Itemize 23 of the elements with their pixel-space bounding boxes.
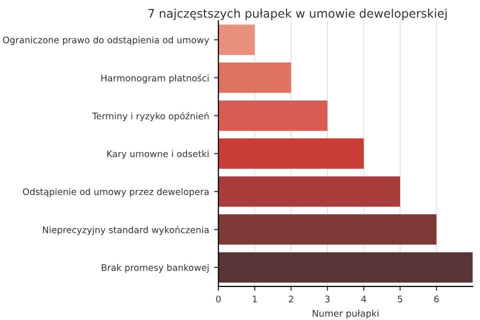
y-tick-label: Brak promesy bankowej [102, 264, 209, 273]
x-tick-label: 0 [216, 296, 221, 302]
x-tick-label: 2 [288, 296, 294, 302]
y-tick-label: Kary umowne i odsetki [107, 150, 209, 159]
x-axis-title: Numer pułapki [312, 310, 378, 319]
y-tick-label: Odstąpienie od umowy przez dewelopera [22, 188, 209, 197]
bar [218, 24, 255, 55]
x-tick-label: 1 [252, 296, 257, 302]
bar [218, 62, 292, 93]
y-tick-label: Terminy i ryzyko opóźnień [92, 112, 209, 122]
x-tick-label: 3 [325, 296, 330, 302]
x-tick-label: 4 [361, 296, 366, 302]
y-tick-label: Ograniczone prawo do odstąpienia od umowy [2, 36, 210, 46]
bar [218, 138, 364, 169]
x-tick-label: 5 [398, 296, 402, 302]
bar [218, 176, 400, 207]
bar [218, 252, 473, 283]
y-tick-label: Nieprecyzyjny standard wykończenia [43, 226, 209, 235]
y-tick-label: Harmonogram płatności [101, 74, 209, 84]
chart-title: 7 najczęstszych pułapek w umowie deweloperskiej [148, 8, 447, 20]
x-tick-label: 6 [434, 296, 439, 302]
bar [218, 214, 436, 245]
bar [218, 100, 328, 131]
